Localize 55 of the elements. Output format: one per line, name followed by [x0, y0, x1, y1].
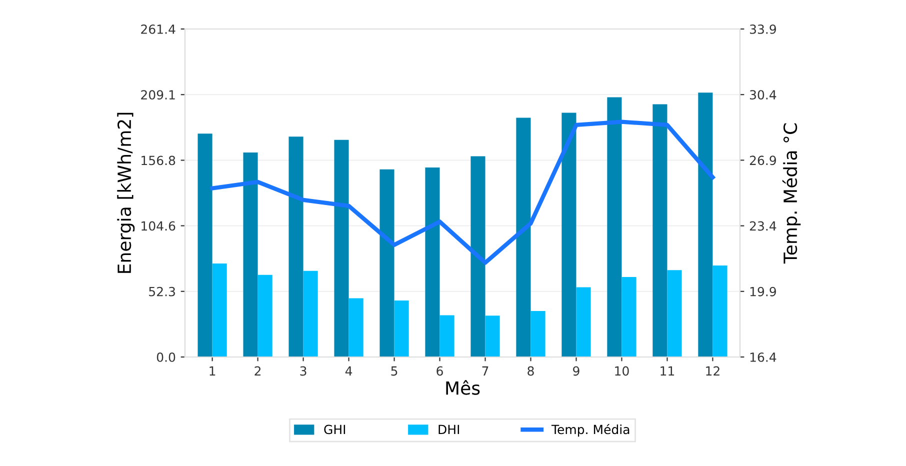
x-tick-label: 6: [436, 366, 443, 376]
bar: [348, 298, 364, 357]
y2-axis-title: Temp. Média °C: [782, 123, 801, 264]
x-tick-label: 4: [345, 366, 352, 376]
x-tick-label: 11: [660, 366, 674, 376]
y-tick-label: 0.0: [156, 352, 176, 362]
y-tick-label: 156.8: [142, 156, 176, 166]
x-tick-label: 8: [528, 366, 534, 376]
y-tick-label: 104.6: [142, 221, 176, 231]
bar: [288, 136, 304, 357]
bar: [440, 315, 454, 357]
y2-tick-label: 30.4: [750, 90, 776, 100]
bar: [212, 264, 227, 357]
bar: [258, 274, 272, 357]
bar: [652, 104, 668, 357]
y-tick-label: 52.3: [149, 286, 175, 296]
bar: [667, 270, 682, 357]
bar: [243, 152, 258, 357]
bar: [622, 276, 636, 357]
bar: [607, 97, 622, 357]
bar: [303, 270, 318, 357]
y-tick-label: 261.4: [141, 24, 176, 34]
legend-label: Temp. Média: [551, 424, 630, 437]
x-tick-label: 9: [573, 366, 580, 376]
bar: [334, 140, 349, 357]
bar: [530, 310, 546, 357]
legend-label: GHI: [324, 424, 346, 434]
x-tick-label: 10: [615, 366, 629, 376]
bar: [712, 266, 728, 357]
x-tick-label: 1: [210, 366, 216, 376]
y2-tick-label: 16.4: [750, 352, 776, 362]
bar: [576, 287, 591, 357]
x-tick-label: 3: [300, 366, 306, 376]
x-tick-label: 2: [254, 366, 261, 376]
line-series: [210, 120, 715, 265]
legend-label: DHI: [438, 424, 459, 434]
bar: [470, 156, 486, 357]
y-tick-label: 209.1: [141, 90, 175, 100]
y2-tick-label: 19.9: [750, 286, 776, 296]
bar: [198, 134, 212, 357]
bar: [380, 169, 394, 357]
bar: [562, 112, 576, 357]
bar: [425, 168, 440, 357]
bar: [698, 92, 713, 357]
x-axis-title: Mês: [446, 380, 480, 395]
y-axis-title: Energia [kWh/m2]: [117, 112, 135, 273]
bar: [394, 300, 409, 357]
bar: [516, 118, 531, 357]
x-tick-label: 7: [482, 366, 488, 376]
y2-tick-label: 33.9: [750, 24, 776, 34]
y2-tick-label: 23.4: [750, 221, 776, 231]
y2-tick-label: 26.9: [750, 156, 776, 166]
x-tick-label: 5: [391, 366, 398, 376]
x-tick-label: 12: [706, 366, 720, 376]
bar: [485, 316, 500, 357]
